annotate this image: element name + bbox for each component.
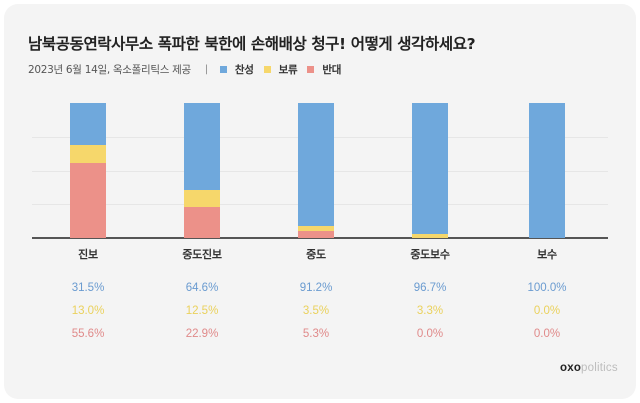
separator: | bbox=[204, 63, 208, 75]
value-disagree: 55.6% bbox=[71, 328, 105, 340]
category-label: 보수 bbox=[537, 248, 557, 261]
value-disagree: 0.0% bbox=[416, 328, 444, 340]
value-agree: 96.7% bbox=[413, 282, 447, 294]
bar-segment-disagree bbox=[298, 230, 334, 238]
value-agree: 64.6% bbox=[185, 282, 219, 294]
bar-stack bbox=[298, 103, 334, 238]
category-label: 중도진보 bbox=[182, 248, 222, 261]
value-hold: 3.5% bbox=[302, 305, 330, 317]
bar-stack bbox=[70, 103, 106, 238]
bar-segment-agree bbox=[298, 103, 334, 227]
value-disagree: 5.3% bbox=[302, 328, 330, 340]
brand-part-oxo: oxo bbox=[560, 362, 582, 374]
brand-part-politics: politics bbox=[581, 362, 618, 374]
legend-label: 반대 bbox=[322, 63, 342, 76]
legend-swatch-agree-icon bbox=[219, 65, 227, 73]
chart-title: 남북공동연락사무소 폭파한 북한에 손해배상 청구! 어떻게 생각하세요? bbox=[28, 35, 476, 53]
category-label: 중도보수 bbox=[410, 248, 450, 261]
bar-segment-disagree bbox=[70, 163, 106, 238]
value-hold: 3.3% bbox=[416, 305, 444, 317]
value-agree: 91.2% bbox=[299, 282, 333, 294]
value-agree: 31.5% bbox=[71, 282, 105, 294]
bar-stack bbox=[529, 103, 565, 238]
value-hold: 12.5% bbox=[185, 305, 219, 317]
chart-subtitle: 2023년 6월 14일, 옥소폴리틱스 제공 | 찬성 보류 반대 bbox=[28, 61, 351, 77]
category-label: 중도 bbox=[306, 248, 326, 261]
bar-segment-hold bbox=[184, 190, 220, 208]
bar-segment-agree bbox=[70, 103, 106, 146]
value-disagree: 0.0% bbox=[533, 328, 561, 340]
bar-segment-hold bbox=[298, 226, 334, 231]
value-disagree: 22.9% bbox=[185, 328, 219, 340]
bar-segment-disagree bbox=[184, 207, 220, 238]
legend-label: 보류 bbox=[278, 63, 298, 76]
legend-item-hold: 보류 bbox=[263, 62, 298, 77]
legend-label: 찬성 bbox=[234, 63, 254, 76]
value-hold: 0.0% bbox=[533, 305, 561, 317]
brand-logo: oxopolitics bbox=[560, 362, 618, 374]
legend-item-disagree: 반대 bbox=[307, 62, 341, 77]
x-axis-baseline bbox=[32, 237, 608, 239]
legend-item-agree: 찬성 bbox=[219, 62, 254, 77]
bar-segment-agree bbox=[529, 103, 565, 238]
bar-stack bbox=[184, 103, 220, 238]
value-hold: 13.0% bbox=[71, 305, 105, 317]
bar-segment-agree bbox=[412, 103, 448, 234]
bar-segment-hold bbox=[70, 145, 106, 164]
category-label: 진보 bbox=[78, 248, 98, 261]
bar-segment-hold bbox=[412, 233, 448, 238]
bar-segment-agree bbox=[184, 103, 220, 191]
legend-swatch-disagree-icon bbox=[307, 65, 315, 73]
value-agree: 100.0% bbox=[527, 282, 567, 294]
legend-swatch-hold-icon bbox=[263, 65, 271, 73]
bar-stack bbox=[412, 103, 448, 238]
source-text: 2023년 6월 14일, 옥소폴리틱스 제공 bbox=[28, 63, 191, 76]
